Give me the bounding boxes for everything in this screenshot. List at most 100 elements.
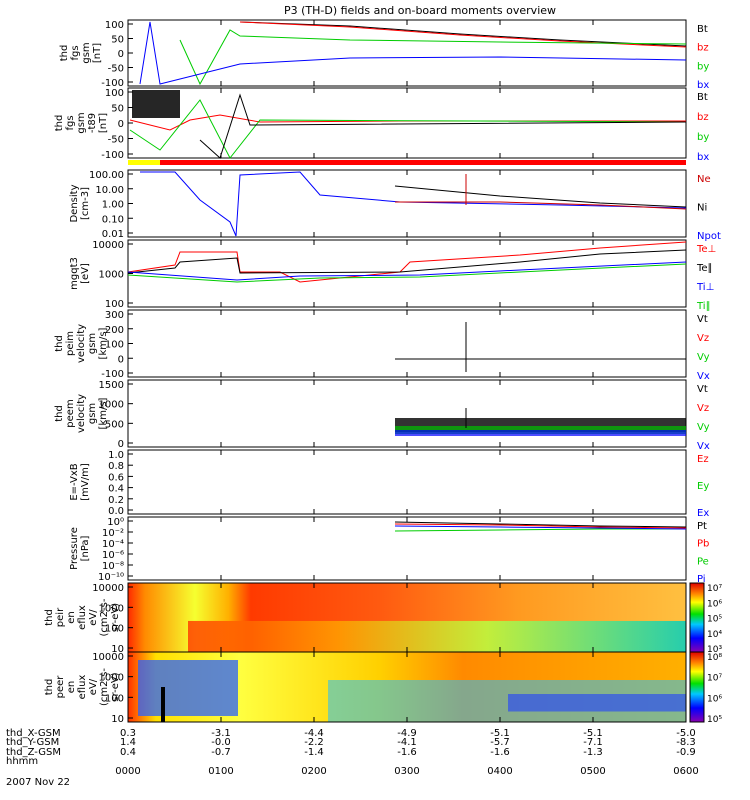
- y-axis-label-line: (cm2-s-: [99, 598, 110, 636]
- panel-2: 100 50 0 -50 -100 thdfgsgsm-t89[nT] Bt bz by bx: [54, 87, 709, 163]
- y-tick-label: 100: [105, 340, 124, 351]
- colorbar-tick-label: 10⁴: [707, 630, 722, 640]
- ephemeris-value: -4.4: [304, 728, 324, 739]
- y-tick-label: 50: [111, 104, 124, 115]
- y-tick-label: 500: [105, 419, 124, 430]
- y-tick-label: -100: [101, 150, 124, 161]
- ephemeris-value: -0.9: [676, 747, 696, 758]
- y-axis-label: Pressure[nPa]: [69, 527, 91, 570]
- panel-10: 10000 1000 100 10 thdpeerenefluxeV/(cm2-s-sr…: [44, 651, 722, 725]
- ephemeris-row-label: thd_Z-GSM: [6, 747, 61, 758]
- y-axis-label-line: eV/: [88, 678, 99, 695]
- y-tick-label: 100: [105, 88, 124, 99]
- y-axis-label-line: gsm: [76, 112, 87, 133]
- y-axis-label-line: fgs: [70, 45, 81, 60]
- trace-pi: [394, 525, 687, 530]
- ephemeris-table: thd_X-GSM 0.3 -3.1 -4.4 -4.9 -5.1 -5.1 -5.0 thd_…: [6, 728, 699, 788]
- trace-by: [129, 99, 687, 159]
- y-tick-label: 300: [105, 310, 124, 321]
- trace-bx: [139, 21, 687, 85]
- panels-group: 100500-50-100thdfgsgsm[nT]Btbzbybx100500…: [44, 19, 722, 725]
- y-axis-label: thdpeirenefluxeV/(cm2-s-sr-eV): [44, 598, 121, 636]
- y-axis-label-line: peim: [65, 331, 76, 356]
- legend-label: Te⊥: [696, 244, 716, 255]
- colorbar: [689, 651, 705, 723]
- electron-spectrogram-low-flux: [508, 694, 686, 712]
- legend-label: Bt: [697, 92, 708, 103]
- panel-1: 100 50 0 -50 -100 thdfgsgsm[nT] Bt bz by bx: [59, 19, 709, 91]
- y-axis-label-line: [km/s]: [98, 327, 109, 359]
- figure-title: P3 (TH-D) fields and on-board moments ov…: [284, 4, 556, 17]
- legend-label: Ne: [697, 174, 711, 185]
- colorbar-tick-label: 10⁶: [707, 694, 722, 704]
- y-tick-label: 0.4: [108, 484, 124, 495]
- y-tick-label: 1000: [99, 673, 124, 684]
- y-axis-label: thdpeemvelocitygsm[km/s]: [54, 394, 109, 433]
- y-axis-label: Density[cm-3]: [69, 184, 91, 222]
- legend-label: Te∥: [696, 263, 713, 274]
- legend-label: Pi: [697, 574, 706, 585]
- y-axis-label: E=-VxB[mV/m]: [69, 463, 91, 501]
- y-tick-label: 10⁻⁸: [102, 561, 124, 572]
- ephemeris-value: -1.6: [490, 747, 510, 758]
- y-tick-label: 10000: [92, 583, 124, 594]
- x-tick-label: 0600: [673, 766, 698, 777]
- panel-3: 100.00 10.00 1.00 0.10 0.01 Density[cm-3] Ne Ni…: [69, 169, 721, 242]
- colorbar-tick-label: 10⁵: [707, 715, 722, 725]
- legend-label: Vy: [697, 422, 710, 433]
- panel-frame: [127, 449, 687, 515]
- ephemeris-value: -5.0: [676, 728, 696, 739]
- panel-frame: [127, 309, 687, 378]
- y-tick-label: 0: [118, 354, 124, 365]
- y-tick-label: 10⁻⁴: [102, 539, 124, 550]
- panel-7: 1.00.80.60.40.20.0 E=-VxB[mV/m] Ez Ey Ex: [69, 449, 709, 519]
- legend-label: Ti∥: [696, 301, 711, 312]
- legend-label: Ez: [697, 454, 709, 465]
- y-axis-label-line: [nT]: [92, 43, 103, 63]
- legend-label: Pt: [697, 521, 707, 532]
- ephemeris-value: -4.1: [397, 737, 417, 748]
- y-axis-label: thdfgsgsm-t89[nT]: [54, 112, 109, 133]
- legend-label: bx: [697, 80, 709, 91]
- ephemeris-value: -1.6: [397, 747, 417, 758]
- legend-label: Ni: [697, 203, 707, 214]
- colorbar-tick-label: 10⁶: [707, 599, 722, 609]
- legend-label: by: [697, 61, 709, 72]
- y-tick-label: 1.00: [102, 200, 124, 211]
- y-axis-label-line: E=-VxB: [69, 463, 80, 500]
- y-tick-label: 0.0: [108, 506, 124, 517]
- legend-label: Vz: [697, 403, 709, 414]
- panel-5: 300 200 100 0 -100 thdpeimvelocitygsm[km/s] Vt…: [54, 309, 710, 382]
- y-axis-label-line: Pressure: [69, 527, 80, 570]
- ephemeris-row-label: thd_Y-GSM: [6, 737, 59, 748]
- mode-bar-fast: [160, 160, 686, 165]
- ephemeris-value: -0.7: [211, 747, 231, 758]
- panel-9: 10000 1000 100 10 thdpeirenefluxeV/(cm2-s-sr…: [44, 582, 722, 655]
- electron-spectrogram-gap: [161, 687, 165, 722]
- y-tick-label: 10000: [92, 240, 124, 251]
- colorbar: [689, 582, 705, 653]
- legend-label: by: [697, 132, 709, 143]
- trace-ti-par: [127, 263, 687, 283]
- ephemeris-row-label: hhmm: [6, 756, 38, 767]
- y-axis-label-line: [nT]: [98, 113, 109, 133]
- y-axis-label-line: [nPa]: [80, 535, 91, 561]
- legend-label: Ey: [697, 481, 709, 492]
- y-axis-label-line: peer: [55, 675, 66, 699]
- legend-label: Vt: [697, 384, 708, 395]
- y-axis-label-line: thd: [44, 679, 55, 696]
- y-axis-label-line: eV/: [88, 609, 99, 626]
- trace-bt-dense: [132, 90, 180, 118]
- y-axis-label-line: -t89: [87, 113, 98, 133]
- ephemeris-value: 1.4: [120, 737, 136, 748]
- legend-label: bz: [697, 112, 709, 123]
- y-axis-label-line: peem: [65, 399, 76, 427]
- electron-spectrogram-cold-region: [138, 660, 238, 716]
- trace-ne: [395, 201, 687, 210]
- x-tick-label: 0000: [115, 766, 140, 777]
- y-tick-label: 1000: [99, 270, 124, 281]
- y-tick-label: 0: [118, 119, 124, 130]
- legend-label: bx: [697, 152, 709, 163]
- ephemeris-value: -0.0: [211, 737, 231, 748]
